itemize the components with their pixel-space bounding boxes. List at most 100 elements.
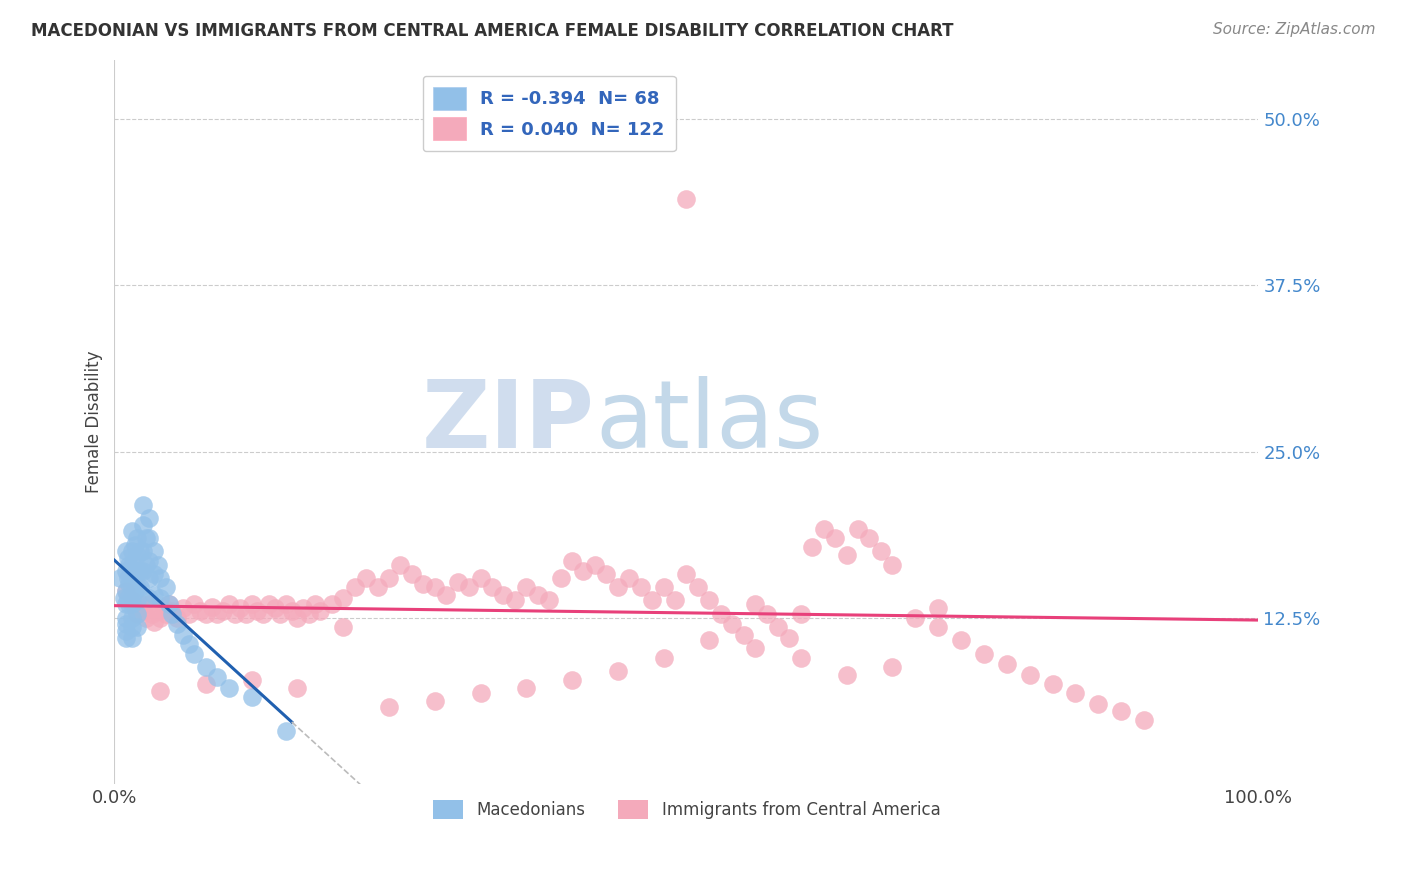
- Point: [138, 571, 160, 585]
- Point: [124, 584, 146, 599]
- Point: [121, 620, 143, 634]
- Point: [117, 571, 139, 585]
- Point: [115, 584, 138, 599]
- Point: [401, 566, 423, 581]
- Point: [172, 601, 194, 615]
- Point: [127, 593, 149, 607]
- Point: [115, 617, 138, 632]
- Point: [115, 584, 138, 599]
- Point: [121, 591, 143, 605]
- Point: [710, 607, 733, 621]
- Text: Source: ZipAtlas.com: Source: ZipAtlas.com: [1212, 22, 1375, 37]
- Point: [515, 580, 537, 594]
- Point: [503, 593, 526, 607]
- Point: [143, 588, 166, 602]
- Point: [595, 566, 617, 581]
- Point: [240, 690, 263, 705]
- Point: [321, 598, 343, 612]
- Point: [870, 544, 893, 558]
- Point: [128, 598, 150, 612]
- Point: [664, 593, 686, 607]
- Point: [166, 617, 188, 632]
- Point: [721, 617, 744, 632]
- Point: [121, 593, 143, 607]
- Point: [118, 598, 141, 612]
- Point: [132, 564, 155, 578]
- Point: [561, 553, 583, 567]
- Point: [583, 558, 606, 572]
- Point: [733, 628, 755, 642]
- Point: [619, 571, 641, 585]
- Point: [112, 591, 135, 605]
- Point: [274, 723, 297, 738]
- Point: [973, 647, 995, 661]
- Point: [124, 538, 146, 552]
- Point: [858, 531, 880, 545]
- Point: [778, 631, 800, 645]
- Point: [882, 660, 904, 674]
- Point: [606, 580, 628, 594]
- Point: [108, 571, 131, 585]
- Point: [166, 610, 188, 624]
- Point: [127, 620, 149, 634]
- Point: [492, 588, 515, 602]
- Point: [138, 591, 160, 605]
- Point: [292, 601, 315, 615]
- Point: [423, 694, 446, 708]
- Point: [146, 604, 169, 618]
- Point: [904, 610, 927, 624]
- Point: [143, 566, 166, 581]
- Point: [606, 664, 628, 678]
- Point: [652, 650, 675, 665]
- Point: [801, 540, 824, 554]
- Point: [115, 544, 138, 558]
- Point: [697, 593, 720, 607]
- Point: [132, 498, 155, 512]
- Point: [149, 591, 172, 605]
- Point: [138, 598, 160, 612]
- Point: [149, 571, 172, 585]
- Point: [201, 600, 224, 615]
- Point: [132, 517, 155, 532]
- Point: [332, 620, 354, 634]
- Point: [127, 607, 149, 621]
- Point: [138, 553, 160, 567]
- Point: [127, 548, 149, 562]
- Point: [434, 588, 457, 602]
- Point: [143, 615, 166, 629]
- Point: [309, 604, 332, 618]
- Point: [128, 580, 150, 594]
- Point: [641, 593, 664, 607]
- Point: [157, 598, 180, 612]
- Point: [269, 607, 291, 621]
- Point: [526, 588, 548, 602]
- Point: [824, 531, 846, 545]
- Point: [143, 544, 166, 558]
- Point: [141, 607, 163, 621]
- Point: [121, 631, 143, 645]
- Point: [132, 604, 155, 618]
- Point: [515, 681, 537, 695]
- Point: [128, 544, 150, 558]
- Point: [135, 558, 157, 572]
- Point: [117, 591, 139, 605]
- Point: [127, 607, 149, 621]
- Point: [766, 620, 789, 634]
- Point: [115, 564, 138, 578]
- Point: [183, 598, 205, 612]
- Point: [458, 580, 481, 594]
- Point: [550, 571, 572, 585]
- Point: [675, 192, 697, 206]
- Point: [378, 571, 401, 585]
- Point: [630, 580, 652, 594]
- Point: [995, 657, 1018, 672]
- Point: [304, 598, 326, 612]
- Point: [263, 601, 285, 615]
- Point: [835, 667, 858, 681]
- Point: [755, 607, 778, 621]
- Point: [412, 577, 434, 591]
- Point: [367, 580, 389, 594]
- Point: [118, 577, 141, 591]
- Point: [744, 641, 766, 656]
- Point: [470, 686, 492, 700]
